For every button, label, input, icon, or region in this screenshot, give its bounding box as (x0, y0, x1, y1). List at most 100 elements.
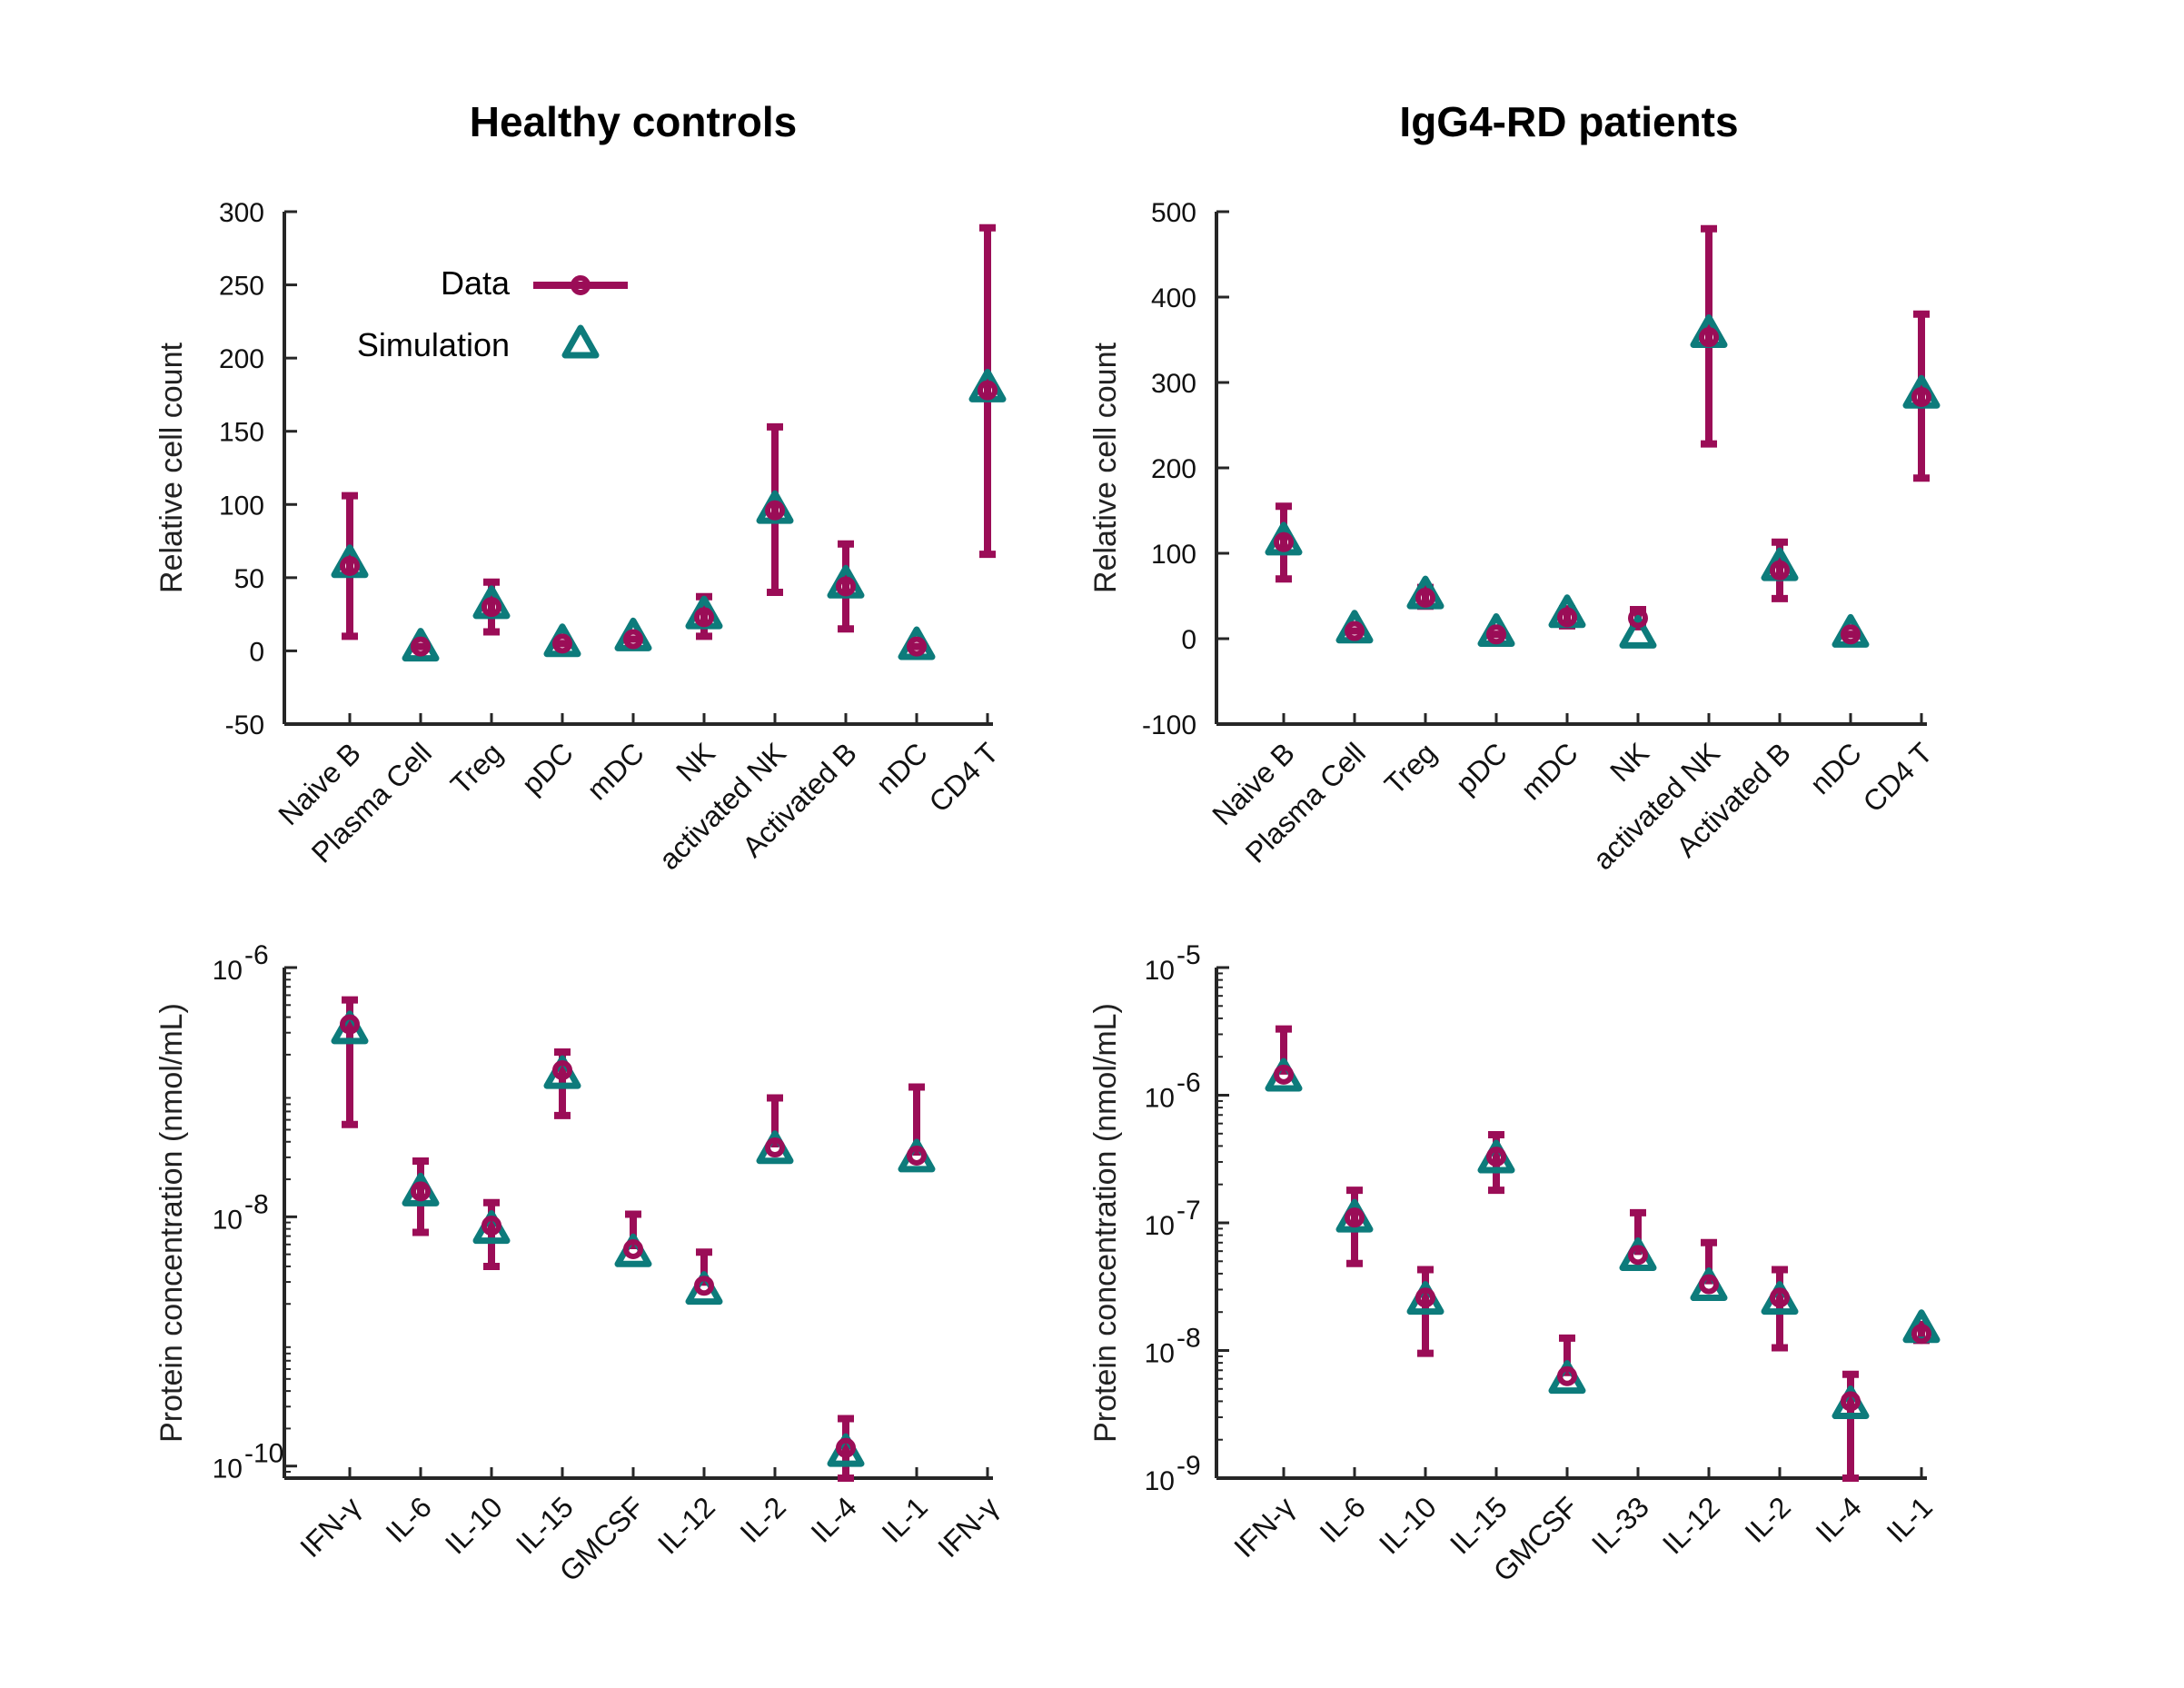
legend-data-marker (571, 275, 591, 295)
y-tick-exponent: -8 (244, 1189, 269, 1219)
data-marker (1486, 1147, 1506, 1167)
data-marker (765, 500, 785, 521)
y-tick-label: 10 (213, 1205, 243, 1235)
y-tick-label: 10 (1145, 1339, 1175, 1369)
x-tick-label: IL-12 (1656, 1490, 1726, 1560)
y-tick-label: 250 (219, 272, 264, 302)
x-tick-label: IL-10 (439, 1490, 509, 1560)
x-tick-label: IL-12 (651, 1490, 721, 1560)
data-marker (836, 1437, 856, 1458)
data-marker (1911, 1324, 1931, 1345)
y-tick-label: -100 (1142, 710, 1196, 740)
data-marker (1415, 587, 1435, 608)
data-marker (1628, 608, 1648, 629)
y-tick-label: 10 (1145, 1466, 1175, 1496)
y-tick-exponent: -6 (1176, 1068, 1201, 1098)
x-tick-label: nDC (1803, 736, 1868, 800)
x-tick-label: CD4 T (1857, 736, 1939, 818)
y-tick-label: 300 (219, 198, 264, 228)
x-tick-label: Treg (1378, 736, 1443, 800)
y-tick-exponent: -8 (1176, 1324, 1201, 1354)
data-marker (1557, 1365, 1577, 1386)
data-marker (1628, 1245, 1648, 1266)
x-tick-label: IL-4 (1810, 1490, 1868, 1548)
y-tick-exponent: -9 (1176, 1451, 1201, 1481)
y-tick-label: 100 (1151, 540, 1196, 570)
data-marker (694, 607, 714, 628)
y-tick-label: 10 (1145, 956, 1175, 986)
data-marker (978, 380, 998, 401)
y-tick-exponent: -6 (244, 940, 269, 970)
data-marker (340, 555, 360, 576)
x-tick-label: NK (1603, 736, 1655, 788)
y-tick-label: 50 (234, 564, 264, 594)
legend-simulation-label: Simulation (357, 326, 510, 363)
y-tick-exponent: -5 (1176, 940, 1201, 970)
x-tick-label: mDC (581, 736, 650, 806)
y-axis-label: Protein concentration (nmol/mL) (154, 1003, 189, 1443)
y-tick-exponent: -7 (1176, 1196, 1201, 1226)
data-marker (340, 1014, 360, 1035)
x-tick-label: IL-1 (1881, 1490, 1939, 1548)
data-marker (1841, 1391, 1861, 1412)
data-marker (907, 636, 927, 657)
y-tick-label: 200 (1151, 454, 1196, 484)
data-marker (1415, 1287, 1435, 1308)
data-marker (411, 1181, 431, 1202)
x-tick-label: nDC (869, 736, 934, 800)
y-tick-label: 400 (1151, 283, 1196, 313)
y-tick-label: 500 (1151, 198, 1196, 228)
x-tick-label: IFN-γ (1227, 1490, 1301, 1564)
y-axis-label: Relative cell count (154, 342, 189, 592)
y-tick-label: 150 (219, 418, 264, 448)
data-marker (836, 576, 856, 597)
x-tick-label: IL-4 (805, 1490, 863, 1548)
y-tick-label: 0 (249, 637, 264, 667)
x-tick-label: CD4 T (923, 736, 1005, 818)
y-tick-label: 0 (1181, 625, 1196, 655)
data-marker (907, 1145, 927, 1166)
y-tick-label: -50 (225, 710, 264, 740)
legend-simulation-marker (561, 324, 600, 359)
y-axis-label: Protein concentration (nmol/mL) (1088, 1003, 1123, 1443)
x-tick-label: Treg (444, 736, 509, 800)
data-marker (623, 629, 643, 650)
data-marker (481, 597, 501, 618)
x-tick-label: pDC (515, 736, 580, 800)
x-tick-label: IL-10 (1373, 1490, 1443, 1560)
legend: Data Simulation (357, 264, 628, 363)
x-tick-label: IL-6 (380, 1490, 438, 1548)
x-tick-label: IFN-γ (293, 1490, 367, 1564)
x-tick-label: mDC (1514, 736, 1584, 806)
y-tick-label: 200 (219, 344, 264, 374)
y-tick-exponent: -10 (244, 1439, 283, 1469)
data-marker (552, 633, 572, 654)
y-tick-label: 10 (1145, 1084, 1175, 1114)
data-marker (411, 636, 431, 657)
title-patients: IgG4-RD patients (1399, 98, 1738, 145)
data-marker (765, 1137, 785, 1158)
data-marker (1699, 1274, 1719, 1295)
data-marker (1274, 1064, 1294, 1085)
data-marker (1770, 1287, 1790, 1308)
data-marker (623, 1238, 643, 1259)
y-tick-label: 300 (1151, 369, 1196, 399)
data-marker (1345, 1207, 1365, 1228)
x-tick-label: IFN-γ (931, 1490, 1005, 1564)
x-tick-label: IL-1 (876, 1490, 934, 1548)
y-tick-label: 10 (1145, 1211, 1175, 1241)
x-tick-label: IL-33 (1585, 1490, 1655, 1560)
y-axis-label: Relative cell count (1088, 342, 1123, 592)
data-marker (1274, 531, 1294, 552)
title-healthy: Healthy controls (470, 98, 797, 145)
data-marker (1770, 560, 1790, 581)
y-tick-label: 10 (213, 956, 243, 986)
data-marker (1841, 624, 1861, 645)
data-marker (1486, 624, 1506, 645)
data-marker (1345, 621, 1365, 641)
